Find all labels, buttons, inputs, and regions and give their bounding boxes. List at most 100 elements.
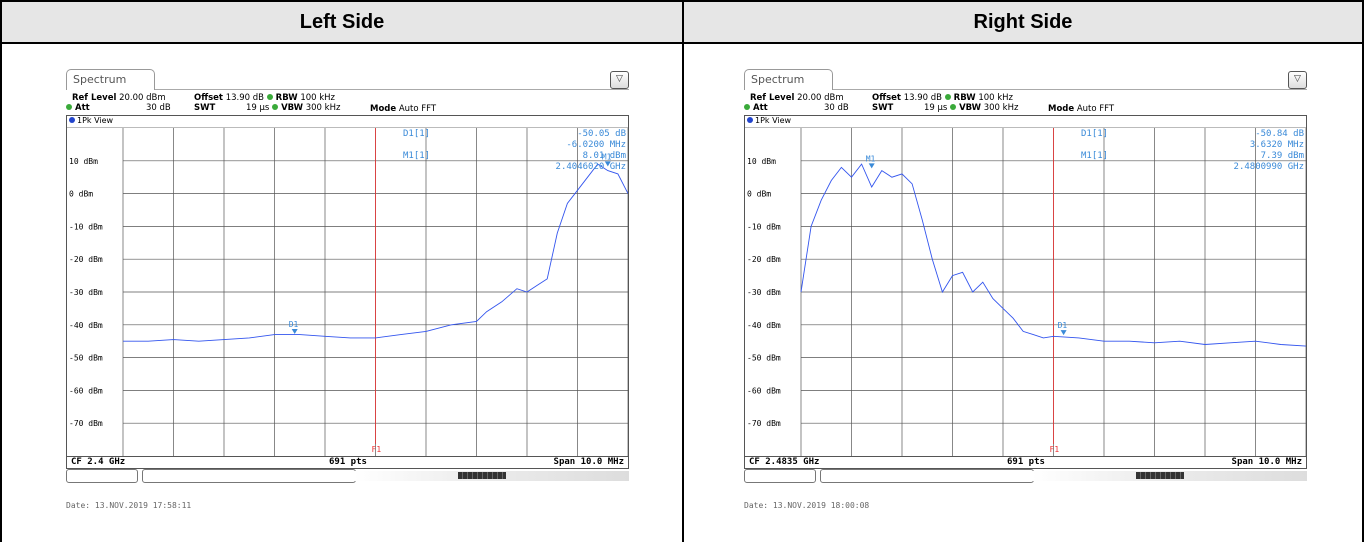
status-field-1[interactable] [66,469,138,483]
center-frequency: CF 2.4835 GHz [749,457,820,467]
y-tick-label: -50 dBm [69,354,103,363]
marker-table-value: 7.39 dBm [1261,151,1304,161]
status-bar [744,469,1307,483]
marker-m1-label: M1 [866,154,876,163]
marker-d1-icon [1060,330,1067,336]
ref-level-label: Ref Level [750,93,795,103]
status-field-2[interactable] [142,469,356,483]
mode-value: Auto FFT [398,104,437,114]
menu-dropdown-icon[interactable]: ▽ [610,71,629,89]
spectrum-tab[interactable]: Spectrum [744,69,833,90]
ref-level-value: 20.00 dBm [797,93,844,103]
view-label: 1Pk View [77,116,114,125]
f1-label: F1 [1050,445,1060,454]
att-value-box: 30 dB [146,103,171,113]
marker-table-value: -50.05 dB [577,129,626,139]
y-tick-label: -60 dBm [747,386,781,395]
att-value: 30 dB [146,103,171,113]
header-left: Left Side [0,0,684,44]
plot-frame: 1Pk View 10 dBm 0 dBm -10 dBm -20 dBm -30 dB… [66,115,629,457]
cell-right [682,42,1364,542]
y-tick-label: -10 dBm [69,222,103,231]
swt-value: 19 µs [246,103,270,113]
swt: SWT [194,103,215,113]
f1-label: F1 [372,445,382,454]
marker-d1-icon [291,328,298,334]
status-field-1[interactable] [744,469,816,483]
progress-indicator [1136,472,1184,479]
mode: Mode Auto FFT [1048,104,1114,114]
mode: Mode Auto FFT [370,104,436,114]
ref-level: Ref Level 20.00 dBm [72,93,166,103]
y-tick-label: -40 dBm [69,321,103,330]
marker-table-name: D1[1] [1081,129,1108,139]
mode-value: Auto FFT [1076,104,1115,114]
y-tick-label: -60 dBm [69,386,103,395]
frequency-span: Span 10.0 MHz [1231,457,1302,467]
offset-label: Offset [872,93,901,103]
ref-level-value: 20.00 dBm [119,93,166,103]
marker-d1-label: D1 [1058,321,1068,330]
header-right: Right Side [682,0,1364,44]
view-label: 1Pk View [755,116,792,125]
rbw-label: RBW [275,93,298,103]
y-tick-label: 10 dBm [747,157,776,166]
spectrum-plot[interactable]: 10 dBm 0 dBm -10 dBm -20 dBm -30 dBm -40 dBm -… [745,128,1306,456]
offset: Offset 13.90 dB RBW 100 kHz [194,93,335,103]
y-tick-label: -70 dBm [747,419,781,428]
trace-indicator-icon [747,117,753,123]
swt-vbw: 19 µs VBW 300 kHz [924,103,1018,113]
vbw-label: VBW [959,103,982,113]
swt: SWT [872,103,893,113]
y-tick-label: -70 dBm [69,419,103,428]
att-indicator-icon [66,104,72,110]
ref-level: Ref Level 20.00 dBm [750,93,844,103]
offset-value: 13.90 dB [903,93,942,103]
menu-dropdown-icon[interactable]: ▽ [1288,71,1307,89]
capture-date: Date: 13.NOV.2019 17:58:11 [66,501,192,510]
swt-label: SWT [872,103,894,113]
spectrum-plot[interactable]: 10 dBm 0 dBm -10 dBm -20 dBm -30 dBm -40 dBm -… [67,128,628,456]
sweep-points: 691 pts [1007,457,1045,467]
vbw-value: 300 kHz [305,103,341,113]
mode-label: Mode [370,104,397,114]
status-field-2[interactable] [820,469,1034,483]
analyzer-screenshot-left: Spectrum ▽ Ref Level 20.00 dBm Offset 13… [66,69,629,517]
y-tick-label: -30 dBm [69,288,103,297]
y-tick-label: 10 dBm [69,157,98,166]
header-left-label: Left Side [299,10,385,33]
spectrum-trace [123,163,628,342]
y-tick-label: -20 dBm [69,255,103,264]
marker-table-name: M1[1] [1081,151,1108,161]
marker-m1-icon [868,163,875,169]
rbw-indicator-icon [266,94,273,100]
vbw-indicator-icon [272,104,279,110]
spectrum-trace [800,163,1306,347]
marker-m1-icon [604,161,611,167]
att-label: Att [75,103,90,113]
plot-footer: CF 2.4835 GHz 691 pts Span 10.0 MHz [744,457,1307,469]
ref-level-label: Ref Level [72,93,117,103]
rbw-label: RBW [953,93,976,103]
plot-frame: 1Pk View 10 dBm 0 dBm -10 dBm -20 dBm -30 dB… [744,115,1307,457]
center-frequency: CF 2.4 GHz [71,457,126,467]
header-right-label: Right Side [973,10,1073,33]
y-tick-label: -50 dBm [747,354,781,363]
y-tick-label: -10 dBm [747,222,781,231]
offset-label: Offset [194,93,223,103]
y-tick-label: 0 dBm [69,190,93,199]
spectrum-tab-label: Spectrum [751,73,805,86]
frequency-span: Span 10.0 MHz [553,457,624,467]
view-bar: 1Pk View [745,116,1306,128]
marker-d1-label: D1 [289,320,299,329]
offset: Offset 13.90 dB RBW 100 kHz [872,93,1013,103]
vbw-label: VBW [281,103,304,113]
vbw-indicator-icon [950,104,957,110]
rbw-indicator-icon [944,94,951,100]
y-tick-label: -20 dBm [747,255,781,264]
rbw-value: 100 kHz [300,93,336,103]
marker-table-value: 2.4800990 GHz [1234,162,1304,172]
spectrum-tab[interactable]: Spectrum [66,69,155,90]
att: Att [66,103,90,113]
